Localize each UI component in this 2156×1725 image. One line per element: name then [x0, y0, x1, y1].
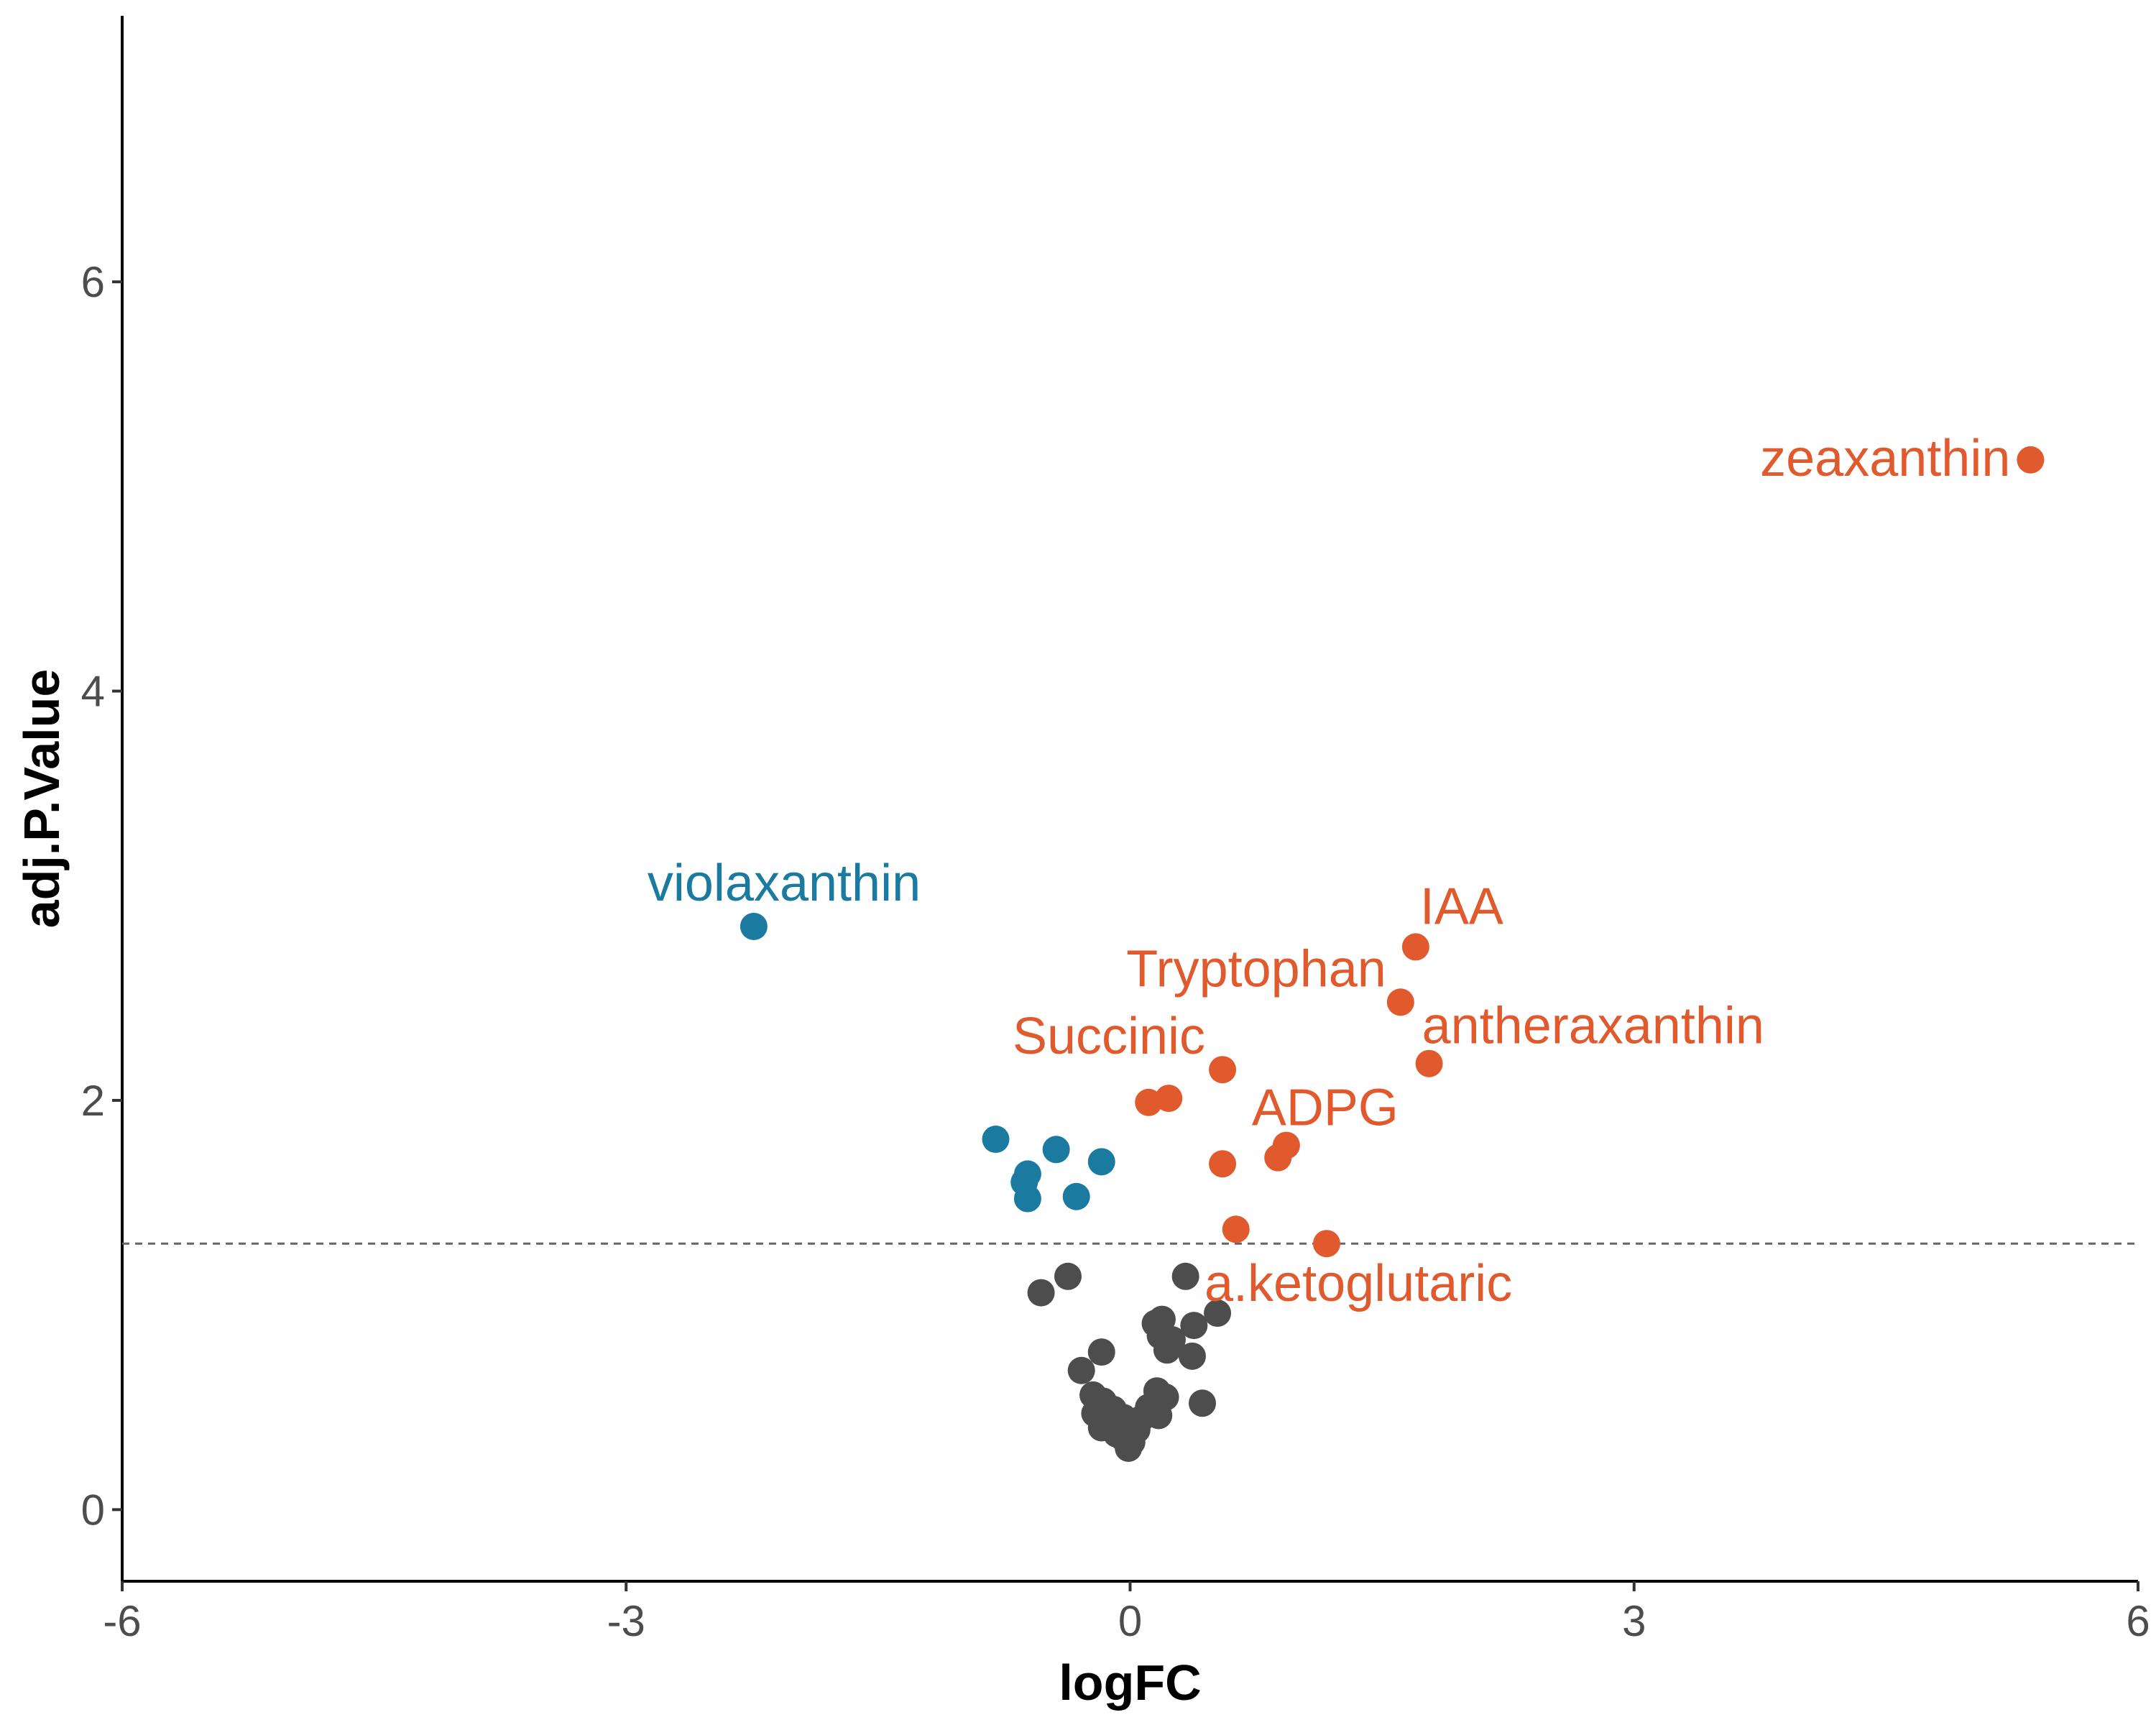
x-axis-title: logFC [1059, 1655, 1201, 1711]
data-point-up [1264, 1144, 1292, 1172]
data-point-up [1415, 1049, 1443, 1077]
data-point-up [1209, 1056, 1237, 1084]
point-label: IAA [1420, 878, 1503, 935]
x-tick-label: 3 [1622, 1597, 1646, 1645]
data-point-ns [1027, 1279, 1055, 1307]
data-point-up [1401, 933, 1429, 961]
point-label: Succinic [1013, 1008, 1205, 1065]
point-label: violaxanthin [648, 855, 921, 912]
data-point-ns [1115, 1434, 1143, 1462]
x-axis: -6 -3 0 3 6 [103, 1580, 2150, 1645]
data-point-up [1222, 1215, 1250, 1243]
data-point-ns [1189, 1389, 1217, 1417]
x-tick-label: -3 [607, 1597, 645, 1645]
point-label: ADPG [1252, 1080, 1399, 1137]
data-point-down [1042, 1136, 1070, 1164]
x-tick-label: -6 [103, 1597, 141, 1645]
data-point-up [1209, 1150, 1237, 1178]
point-label: Tryptophan [1126, 940, 1386, 998]
point-labels-layer: zeaxanthin violaxanthin IAA Tryptophan anthe… [648, 430, 2010, 1312]
data-point-ns [1087, 1338, 1115, 1366]
points-layer [740, 446, 2045, 1462]
point-label: a.ketoglutaric [1204, 1255, 1512, 1312]
data-point-ns [1178, 1342, 1206, 1370]
data-point-down [1013, 1184, 1041, 1213]
y-axis: 0 2 4 6 [81, 16, 124, 1581]
point-label: antheraxanthin [1422, 998, 1764, 1055]
data-point-down [982, 1126, 1010, 1154]
data-point-down [1062, 1182, 1090, 1210]
data-point-down [740, 912, 768, 940]
y-tick-label: 4 [81, 668, 105, 716]
y-tick-label: 0 [81, 1486, 105, 1534]
x-tick-label: 0 [1118, 1597, 1142, 1645]
data-point-ns [1204, 1300, 1232, 1328]
data-point-up [1386, 988, 1414, 1016]
data-point-ns [1067, 1356, 1095, 1384]
data-point-ns [1180, 1312, 1208, 1340]
data-point-up [1155, 1085, 1183, 1113]
y-tick-label: 6 [81, 258, 105, 306]
x-tick-label: 6 [2126, 1597, 2150, 1645]
data-point-ns [1153, 1336, 1181, 1364]
y-tick-label: 2 [81, 1077, 105, 1125]
y-axis-title: adj.P.Value [14, 669, 70, 929]
data-point-down [1087, 1148, 1115, 1176]
point-label: zeaxanthin [1760, 430, 2010, 487]
data-point-up [1312, 1230, 1340, 1258]
data-point-up [2017, 446, 2045, 474]
data-point-ns [1054, 1262, 1082, 1290]
data-point-ns [1171, 1262, 1199, 1290]
